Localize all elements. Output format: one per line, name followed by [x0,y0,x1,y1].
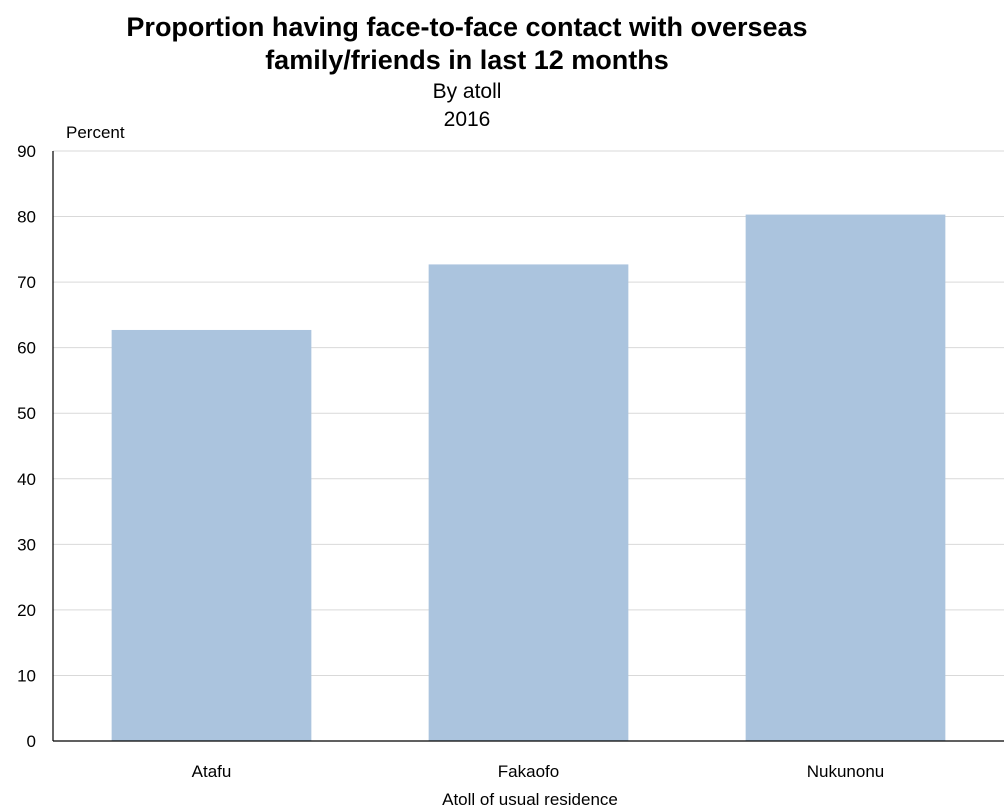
bar-fakaofo [428,264,629,741]
y-tick-label-0: 0 [27,732,36,751]
x-axis-title: Atoll of usual residence [442,790,618,807]
y-tick-label-20: 20 [17,601,36,620]
chart-subtitle-line-1: By atoll [432,80,502,103]
axes [52,151,1004,742]
y-tick-label-90: 90 [17,142,36,161]
x-tick-label-nukunonu: Nukunonu [807,762,885,781]
y-tick-label-80: 80 [17,208,36,227]
y-tick-label-30: 30 [17,535,36,554]
y-tick-label-40: 40 [17,470,36,489]
bar-atafu [111,329,312,741]
chart-subtitle-line-2: 2016 [443,108,491,131]
x-tick-label-fakaofo: Fakaofo [498,762,559,781]
y-tick-label-50: 50 [17,404,36,423]
x-tick-label-atafu: Atafu [192,762,232,781]
y-tick-label-70: 70 [17,273,36,292]
bars [111,214,946,742]
y-tick-label-60: 60 [17,339,36,358]
chart-title-line-2: family/friends in last 12 months [265,45,669,75]
y-axis-title: Percent [66,123,125,142]
axis-labels: Percent Atoll of usual residence 0 10 20 30… [17,123,884,807]
bar-nukunonu [745,214,946,742]
y-tick-label-10: 10 [17,666,36,685]
chart-title-line-1: Proportion having face-to-face contact w… [126,12,808,42]
